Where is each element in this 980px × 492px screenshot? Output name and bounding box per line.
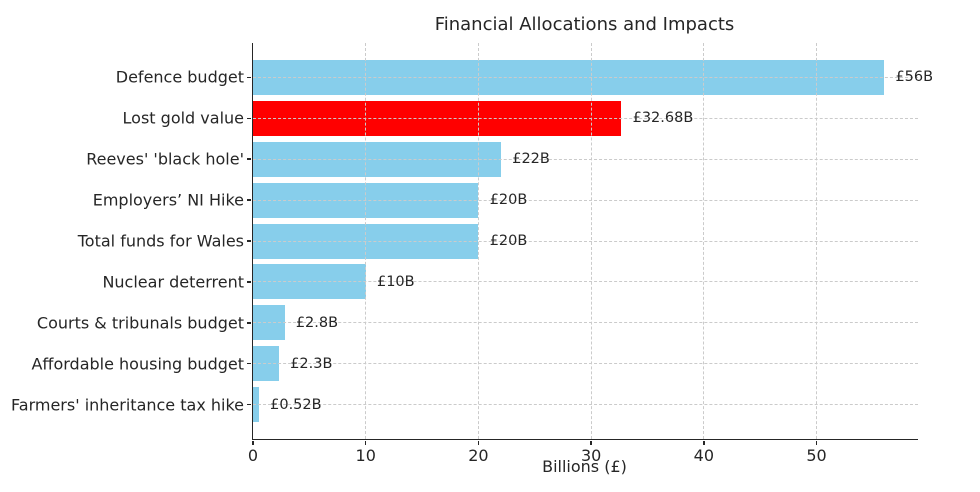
gridline-horizontal: [253, 404, 918, 406]
category-label: Total funds for Wales: [77, 231, 244, 251]
bar-5: [253, 264, 366, 300]
bar-8: [253, 387, 259, 423]
y-tick-mark: [247, 199, 252, 201]
x-tick-label: 10: [355, 446, 376, 465]
x-tick-mark: [477, 440, 480, 445]
x-tick-mark: [590, 440, 592, 445]
bar-3: [253, 182, 479, 218]
x-tick-label: 40: [693, 446, 715, 465]
y-tick-mark: [247, 76, 252, 79]
bar-7: [253, 346, 279, 382]
y-tick-mark: [247, 403, 252, 406]
x-tick-mark: [703, 440, 705, 445]
category-label: Defence budget: [115, 67, 244, 87]
x-tick-mark: [252, 440, 254, 445]
y-tick-mark: [247, 117, 252, 119]
bar-4: [253, 223, 479, 259]
x-tick-label: 50: [806, 446, 827, 465]
x-tick-mark: [365, 440, 367, 445]
category-label: Affordable housing budget: [31, 354, 244, 374]
chart-title: Financial Allocations and Impacts: [434, 14, 735, 35]
y-tick-mark: [247, 363, 252, 365]
gridline-horizontal: [253, 322, 918, 324]
x-tick-label: 0: [247, 446, 259, 465]
bar-value-label: £20B: [489, 192, 528, 209]
bar-1: [253, 100, 622, 136]
category-label: Farmers' inheritance tax hike: [11, 395, 244, 415]
y-tick-mark: [247, 281, 252, 283]
bar-6: [253, 305, 285, 341]
gridline-vertical: [816, 43, 818, 439]
bar-0: [253, 59, 885, 95]
y-tick-mark: [247, 240, 252, 242]
bar-value-label: £2.3B: [290, 355, 333, 372]
bar-value-label: £32.68B: [632, 110, 694, 127]
bar-value-label: £22B: [512, 151, 550, 168]
bar-value-label: £2.8B: [295, 314, 339, 331]
category-label: Reeves' 'black hole': [86, 149, 244, 169]
category-label: Lost gold value: [122, 108, 244, 128]
category-label: Employers’ NI Hike: [92, 190, 244, 210]
y-tick-mark: [247, 158, 252, 160]
bar-value-label: £0.52B: [270, 396, 322, 413]
category-label: Courts & tribunals budget: [36, 313, 244, 333]
bar-value-label: £10B: [376, 273, 415, 290]
plot-area: Defence budget Lost gold value Reeves' 'bl…: [11, 43, 933, 465]
bar-2: [253, 141, 501, 177]
x-tick-label: 30: [580, 446, 602, 465]
category-label: Nuclear deterrent: [102, 272, 244, 292]
y-tick-mark: [247, 322, 252, 324]
bar-value-label: £20B: [489, 233, 528, 249]
gridline-horizontal: [253, 363, 918, 365]
gridline-vertical: [703, 43, 705, 439]
x-tick-label: 20: [468, 446, 489, 465]
bar-value-label: £56B: [895, 69, 934, 86]
x-axis-label: Billions (£): [542, 457, 627, 476]
x-tick-mark: [815, 440, 818, 445]
